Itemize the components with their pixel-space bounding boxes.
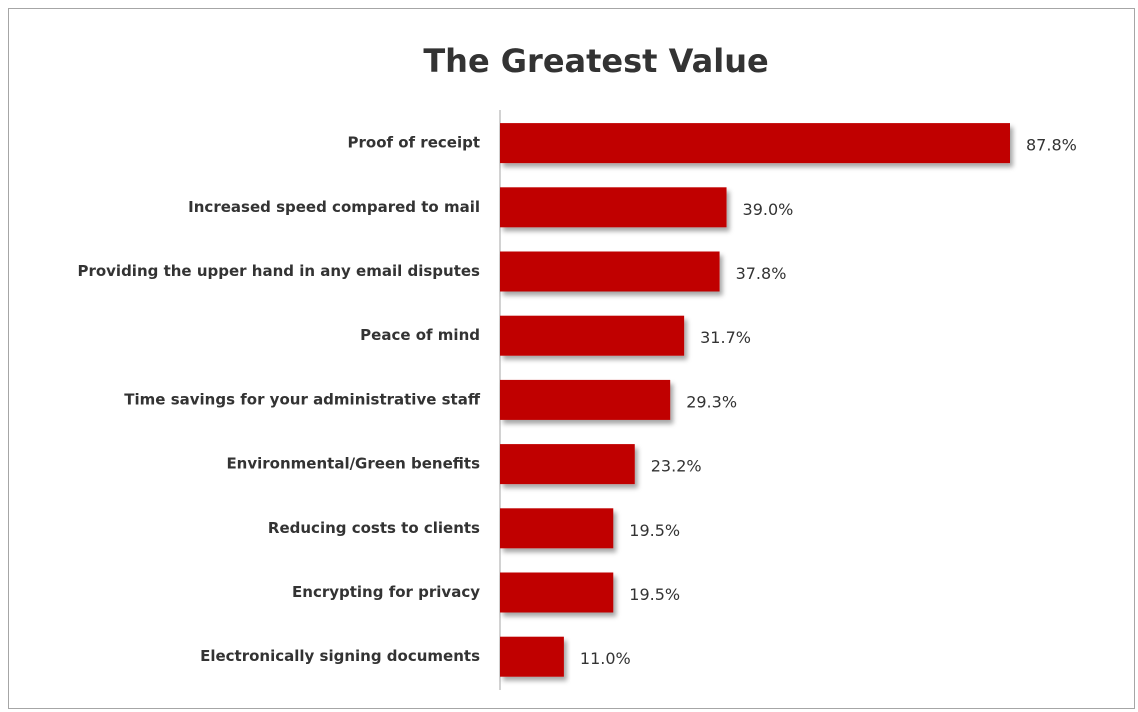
- value-label: 29.3%: [686, 392, 737, 411]
- chart-title: The Greatest Value: [423, 42, 768, 80]
- category-label: Encrypting for privacy: [292, 583, 480, 601]
- category-label: Providing the upper hand in any email di…: [77, 262, 480, 280]
- category-label: Environmental/Green benefits: [226, 455, 480, 473]
- category-label: Proof of receipt: [348, 134, 481, 152]
- value-label: 19.5%: [629, 521, 680, 540]
- value-label: 31.7%: [700, 328, 751, 347]
- bar: [500, 572, 614, 613]
- category-label: Reducing costs to clients: [268, 519, 480, 537]
- bar: [500, 315, 685, 356]
- category-label: Increased speed compared to mail: [188, 198, 480, 216]
- bar: [500, 444, 635, 485]
- value-label: 11.0%: [580, 649, 631, 668]
- value-label: 39.0%: [743, 200, 794, 219]
- bar: [500, 187, 727, 228]
- category-label: Electronically signing documents: [200, 647, 480, 665]
- value-label: 19.5%: [629, 585, 680, 604]
- category-label: Time savings for your administrative sta…: [124, 390, 481, 408]
- bar: [500, 508, 614, 549]
- bar: [500, 636, 564, 677]
- value-label: 87.8%: [1026, 136, 1077, 155]
- bar: [500, 251, 720, 292]
- bar: [500, 379, 671, 420]
- value-label: 23.2%: [651, 457, 702, 476]
- category-label: Peace of mind: [360, 326, 480, 344]
- bar: [500, 123, 1010, 164]
- value-label: 37.8%: [736, 264, 787, 283]
